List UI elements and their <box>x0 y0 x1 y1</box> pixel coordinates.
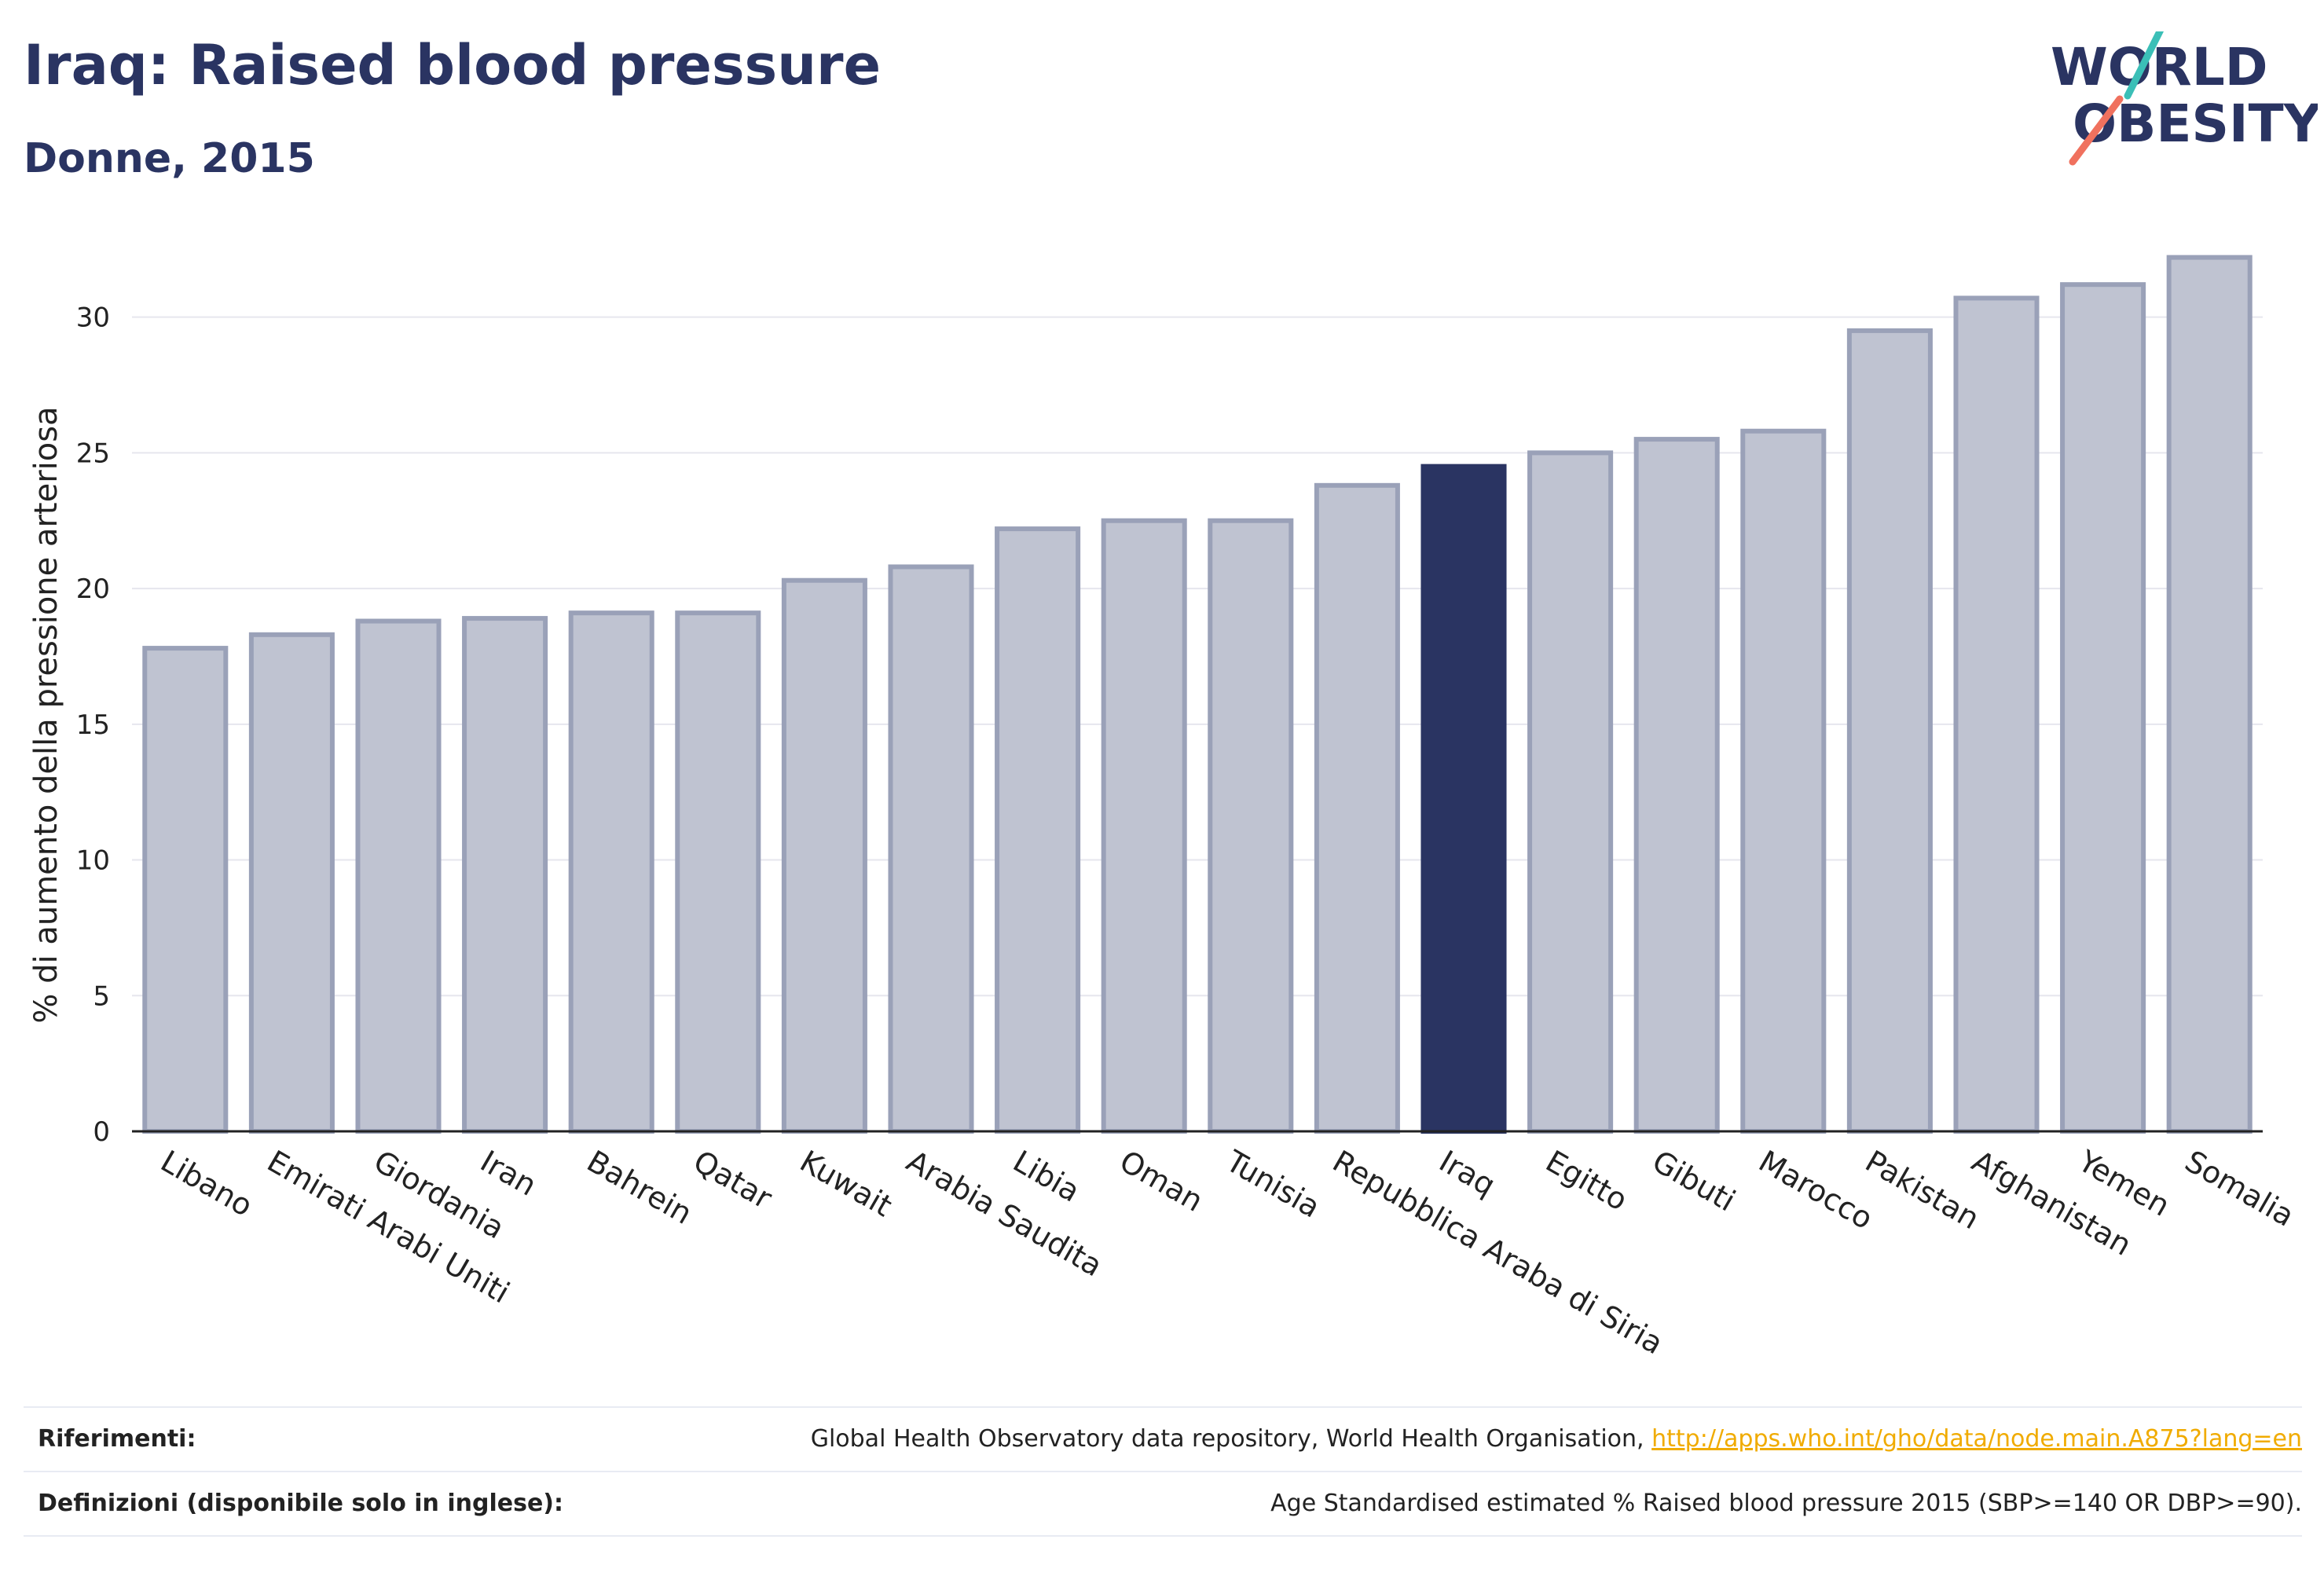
bars <box>142 255 2253 1134</box>
bar <box>1314 482 1400 1134</box>
y-tick-label: 5 <box>93 980 110 1012</box>
bar <box>1846 328 1933 1134</box>
x-tick-label: Gibuti <box>1647 1144 1741 1219</box>
footer-divider-middle <box>24 1471 2302 1472</box>
bar <box>1101 518 1187 1134</box>
x-tick-label: Tunisia <box>1219 1143 1325 1225</box>
bar <box>1633 437 1720 1134</box>
references-row: Riferimenti: Global Health Observatory d… <box>24 1408 2302 1471</box>
bar-highlight <box>1420 464 1507 1134</box>
y-tick-label: 20 <box>76 574 110 605</box>
x-tick-label: Iran <box>475 1144 542 1203</box>
x-tick-label: Libia <box>1007 1144 1086 1209</box>
bar <box>568 610 654 1134</box>
logo-slash-teal <box>2124 31 2165 100</box>
bar <box>995 526 1081 1134</box>
footer-divider-top <box>24 1406 2302 1408</box>
y-tick-label: 10 <box>76 845 110 877</box>
chart-subtitle: Donne, 2015 <box>24 135 315 182</box>
logo-slash-coral <box>2069 95 2124 166</box>
x-tick-label: Iraq <box>1434 1144 1501 1203</box>
x-tick-label: Marocco <box>1753 1144 1879 1237</box>
references-text: Global Health Observatory data repositor… <box>810 1425 1644 1453</box>
x-tick-label: Kuwait <box>794 1144 898 1224</box>
bar <box>355 618 442 1134</box>
definitions-text: Age Standardised estimated % Raised bloo… <box>1270 1490 2302 1517</box>
chart-title: Iraq: Raised blood pressure <box>24 33 882 97</box>
bar <box>781 577 867 1134</box>
definitions-row: Definizioni (disponibile solo in inglese… <box>24 1472 2302 1535</box>
logo-line1: WORLD <box>2051 37 2268 97</box>
y-tick-label: 25 <box>76 438 110 469</box>
bar <box>888 564 974 1134</box>
y-tick-label: 0 <box>93 1116 110 1148</box>
bar <box>1740 428 1827 1134</box>
y-tick-label: 15 <box>76 709 110 741</box>
y-axis-ticks: 0 5 10 15 20 25 30 <box>76 302 110 1148</box>
y-axis-label: % di aumento della pressione arteriosa <box>28 406 64 1023</box>
bar <box>1208 518 1294 1134</box>
references-value: Global Health Observatory data repositor… <box>811 1425 2302 1453</box>
bar-chart: 0 5 10 15 20 25 30 Libano Emirati Arabi UnitiGi… <box>28 255 2300 1361</box>
world-obesity-logo: WORLD OBESITY <box>2051 31 2318 166</box>
bar <box>2166 255 2253 1134</box>
bar <box>675 610 761 1134</box>
bar <box>142 646 229 1134</box>
bar <box>1527 450 1614 1134</box>
bar <box>462 616 548 1134</box>
x-tick-label: Oman <box>1114 1144 1209 1219</box>
bar <box>2060 282 2146 1134</box>
x-tick-label: Arabia Saudita <box>901 1144 1109 1284</box>
y-tick-label: 30 <box>76 302 110 334</box>
bar <box>248 632 335 1134</box>
references-label: Riferimenti: <box>38 1425 196 1453</box>
x-tick-label: Qatar <box>687 1144 778 1216</box>
x-tick-label: Pakistan <box>1860 1144 1985 1237</box>
x-tick-label: Bahrein <box>581 1144 698 1231</box>
x-tick-label: Libano <box>155 1144 258 1223</box>
references-link[interactable]: http://apps.who.int/gho/data/node.main.A… <box>1651 1425 2302 1453</box>
bar <box>1953 295 2040 1134</box>
x-tick-label: Somalia <box>2179 1144 2300 1233</box>
grid-lines <box>132 316 2263 997</box>
definitions-label: Definizioni (disponibile solo in inglese… <box>38 1490 563 1517</box>
x-tick-label: Egitto <box>1540 1144 1633 1218</box>
footer-divider-bottom <box>24 1535 2302 1537</box>
